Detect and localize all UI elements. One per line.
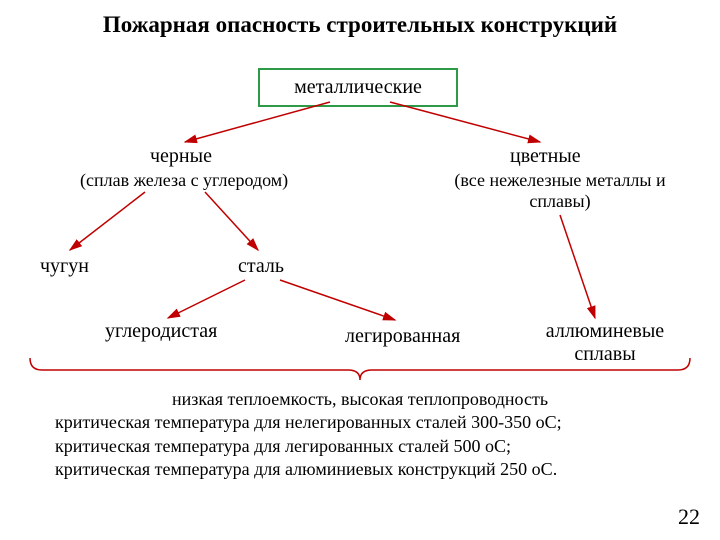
footer-line: критическая температура для легированных… bbox=[55, 435, 665, 458]
node-black-sub: (сплав железа с углеродом) bbox=[80, 170, 288, 191]
footer-line: критическая температура для нелегированн… bbox=[55, 411, 665, 434]
node-steel: сталь bbox=[238, 255, 284, 278]
page-number: 22 bbox=[678, 504, 700, 530]
root-node: металлические bbox=[258, 68, 458, 107]
footer-line: низкая теплоемкость, высокая теплопровод… bbox=[55, 388, 665, 411]
node-color: цветные bbox=[510, 145, 581, 168]
root-node-label: металлические bbox=[294, 76, 422, 98]
node-chugun: чугун bbox=[40, 255, 89, 278]
node-alum: аллюминевые сплавы bbox=[520, 320, 690, 366]
node-color-sub: (все нежелезные металлы и сплавы) bbox=[450, 170, 670, 212]
footer-line: критическая температура для алюминиевых … bbox=[55, 458, 665, 481]
node-alloyed: легированная bbox=[345, 325, 460, 348]
slide-title: Пожарная опасность строительных конструк… bbox=[0, 12, 720, 38]
node-carbon: углеродистая bbox=[105, 320, 217, 343]
node-black: черные bbox=[150, 145, 212, 168]
footer-text: низкая теплоемкость, высокая теплопровод… bbox=[55, 388, 665, 482]
